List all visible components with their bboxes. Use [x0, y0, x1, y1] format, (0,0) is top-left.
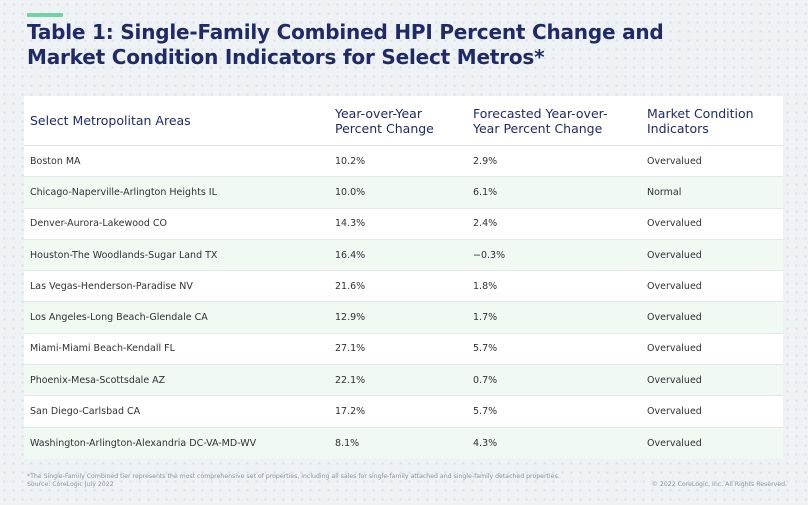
footnote-text: *The Single-Family Combined tier represe…: [27, 473, 560, 480]
cell-forecast: 2.4%: [473, 218, 498, 230]
table-row: Las Vegas-Henderson-Paradise NV 21.6% 1.8%…: [24, 271, 783, 303]
page-title: Table 1: Single-Family Combined HPI Perc…: [27, 20, 787, 70]
cell-indicator: Normal: [647, 186, 682, 198]
copyright: © 2022 CoreLogic, Inc. All Rights Reserv…: [651, 481, 787, 488]
cell-indicator: Overvalued: [647, 374, 702, 386]
table-row: Washington-Arlington-Alexandria DC-VA-MD…: [24, 427, 783, 459]
table-row: Houston-The Woodlands-Sugar Land TX 16.4%…: [24, 239, 783, 272]
cell-area: Chicago-Naperville-Arlington Heights IL: [30, 186, 217, 198]
cell-area: San Diego-Carlsbad CA: [30, 406, 141, 418]
cell-area: Boston MA: [30, 155, 81, 167]
header-indicator: Market Condition Indicators: [647, 105, 754, 136]
table-row: San Diego-Carlsbad CA 17.2% 5.7% Overvalued: [24, 396, 783, 428]
cell-forecast: 4.3%: [473, 437, 498, 449]
cell-yoy: 22.1%: [335, 374, 366, 386]
header-yoy: Year-over-Year Percent Change: [335, 105, 434, 136]
accent-bar: [27, 13, 63, 17]
header-forecast: Forecasted Year-over- Year Percent Chang…: [473, 105, 608, 136]
cell-forecast: −0.3%: [473, 249, 506, 261]
metro-table: Select Metropolitan Areas Year-over-Year…: [24, 96, 783, 459]
cell-forecast: 1.8%: [473, 280, 498, 292]
title-line-2: Market Condition Indicators for Select M…: [27, 45, 545, 69]
table-row: Phoenix-Mesa-Scottsdale AZ 22.1% 0.7% Overv…: [24, 365, 783, 397]
cell-indicator: Overvalued: [647, 343, 702, 355]
table-row: Chicago-Naperville-Arlington Heights IL 1…: [24, 177, 783, 209]
cell-yoy: 10.2%: [335, 155, 366, 167]
cell-yoy: 17.2%: [335, 406, 366, 418]
cell-yoy: 12.9%: [335, 312, 366, 324]
cell-indicator: Overvalued: [647, 312, 702, 324]
cell-yoy: 16.4%: [335, 249, 366, 261]
cell-yoy: 14.3%: [335, 218, 366, 230]
cell-forecast: 6.1%: [473, 186, 498, 198]
cell-indicator: Overvalued: [647, 155, 702, 167]
cell-yoy: 27.1%: [335, 343, 366, 355]
cell-indicator: Overvalued: [647, 437, 702, 449]
cell-indicator: Overvalued: [647, 218, 702, 230]
table-row: Denver-Aurora-Lakewood CO 14.3% 2.4% Overva…: [24, 209, 783, 240]
cell-forecast: 5.7%: [473, 406, 498, 418]
cell-area: Washington-Arlington-Alexandria DC-VA-MD…: [30, 437, 257, 449]
cell-forecast: 5.7%: [473, 343, 498, 355]
cell-area: Phoenix-Mesa-Scottsdale AZ: [30, 374, 166, 386]
header-area: Select Metropolitan Areas: [30, 113, 191, 128]
cell-area: Houston-The Woodlands-Sugar Land TX: [30, 249, 218, 261]
title-line-1: Table 1: Single-Family Combined HPI Perc…: [27, 20, 664, 44]
cell-area: Las Vegas-Henderson-Paradise NV: [30, 280, 193, 292]
table-body: Boston MA 10.2% 2.9% Overvalued Chicago-Nape…: [24, 146, 783, 459]
cell-area: Denver-Aurora-Lakewood CO: [30, 218, 168, 230]
cell-yoy: 10.0%: [335, 186, 366, 198]
footnote: *The Single-Family Combined tier represe…: [27, 473, 627, 489]
cell-forecast: 1.7%: [473, 312, 498, 324]
cell-yoy: 8.1%: [335, 437, 360, 449]
source-text: Source: CoreLogic July 2022: [27, 481, 114, 488]
cell-forecast: 2.9%: [473, 155, 498, 167]
cell-indicator: Overvalued: [647, 280, 702, 292]
table-row: Boston MA 10.2% 2.9% Overvalued: [24, 146, 783, 178]
table-header: Select Metropolitan Areas Year-over-Year…: [24, 96, 783, 146]
table-row: Miami-Miami Beach-Kendall FL 27.1% 5.7% Ove…: [24, 334, 783, 366]
cell-yoy: 21.6%: [335, 280, 366, 292]
table-row: Los Angeles-Long Beach-Glendale CA 12.9% 1…: [24, 302, 783, 334]
cell-indicator: Overvalued: [647, 249, 702, 261]
cell-area: Los Angeles-Long Beach-Glendale CA: [30, 312, 208, 324]
cell-indicator: Overvalued: [647, 406, 702, 418]
cell-forecast: 0.7%: [473, 374, 498, 386]
cell-area: Miami-Miami Beach-Kendall FL: [30, 343, 175, 355]
